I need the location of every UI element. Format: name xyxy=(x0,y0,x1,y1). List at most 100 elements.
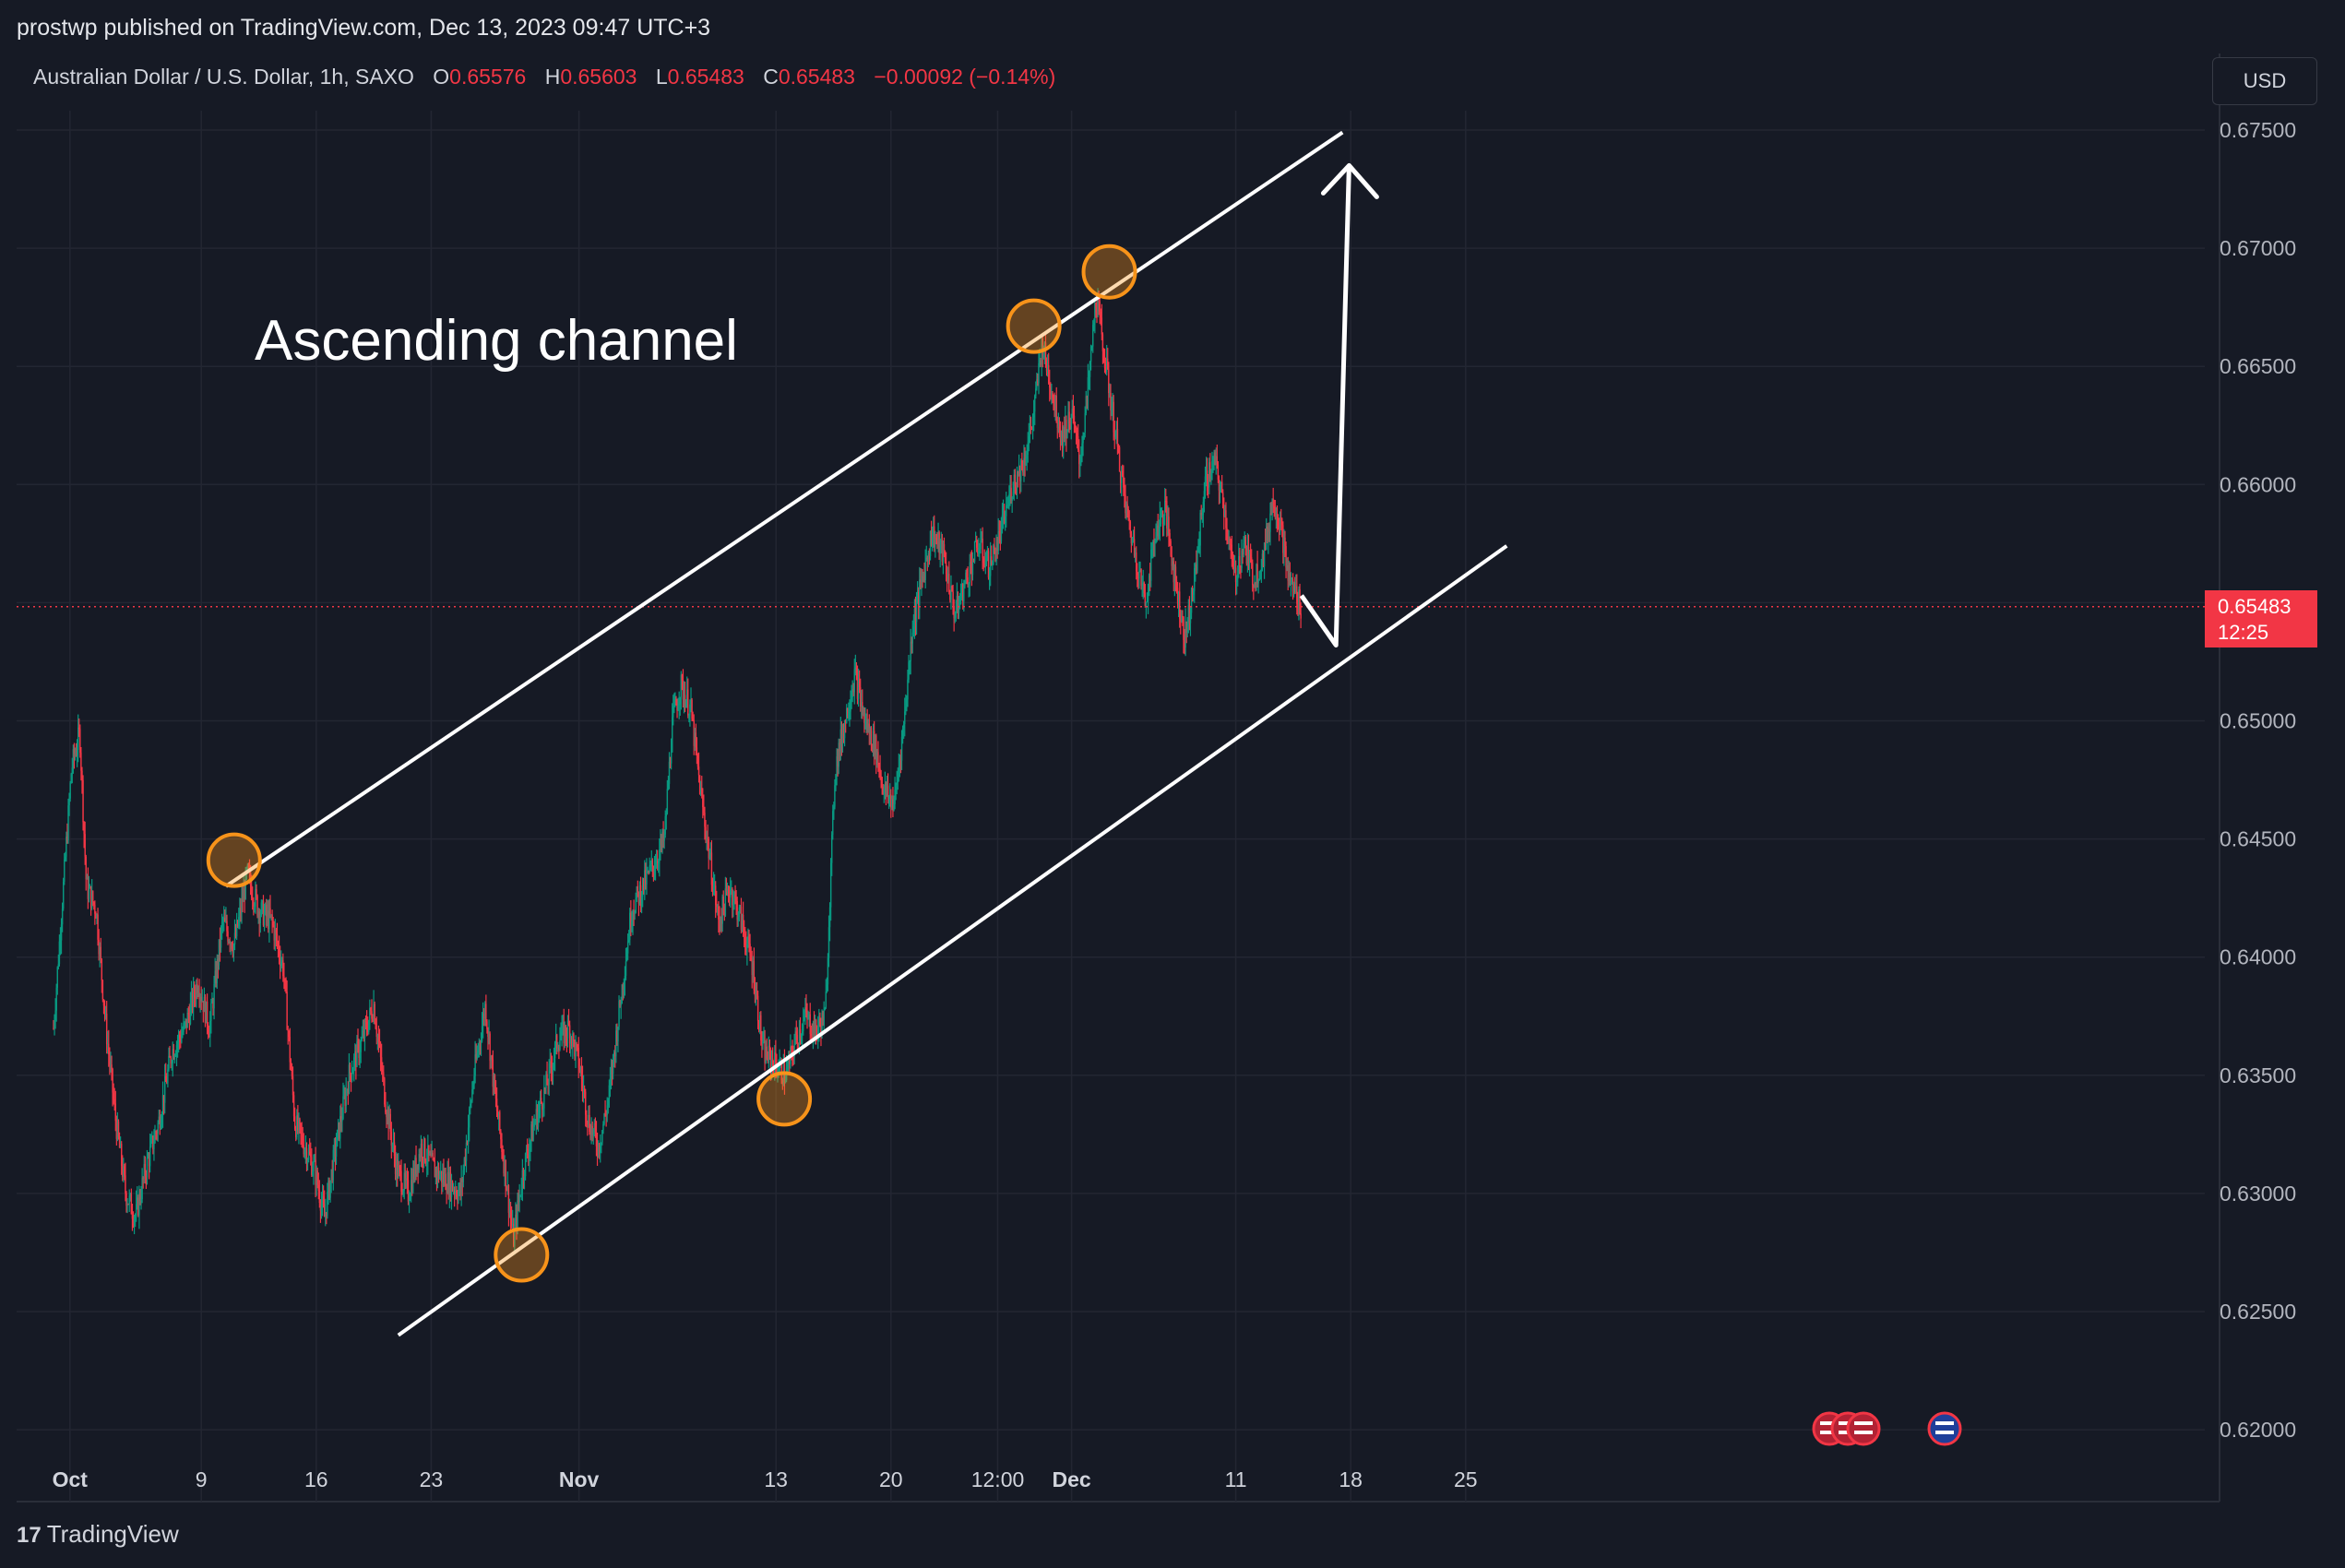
candle-body xyxy=(679,696,681,705)
candle-body xyxy=(1090,346,1093,348)
time-tick-label: 13 xyxy=(764,1467,788,1491)
candle-body xyxy=(228,941,230,943)
candle-body xyxy=(312,1170,314,1175)
candle-body xyxy=(947,574,949,582)
candle-body xyxy=(535,1109,538,1123)
flag-stripe xyxy=(1935,1421,1954,1425)
candle-body xyxy=(53,1028,54,1029)
candle-body xyxy=(751,960,753,976)
candle-body xyxy=(1035,388,1037,397)
candle-body xyxy=(239,908,241,918)
us-flag-icon[interactable] xyxy=(1846,1411,1881,1446)
candle-body xyxy=(356,1041,358,1067)
candle-body xyxy=(237,920,239,927)
candle-body xyxy=(936,540,938,541)
candle-body xyxy=(997,531,999,552)
candle-body xyxy=(927,552,930,559)
candle-body xyxy=(265,905,268,917)
candle-body xyxy=(1235,578,1238,583)
candle-body xyxy=(117,1122,120,1137)
candle-body xyxy=(340,1116,342,1123)
candle-body xyxy=(527,1149,529,1156)
candle-body xyxy=(891,799,893,808)
candle-body xyxy=(1127,508,1129,519)
candle-body xyxy=(217,958,220,966)
ascending-channel-label[interactable]: Ascending channel xyxy=(255,309,738,373)
flag-stripe xyxy=(1854,1421,1873,1425)
candle-body xyxy=(184,1022,185,1024)
candle-body xyxy=(351,1070,354,1075)
candle-body xyxy=(764,1039,766,1063)
candle-body xyxy=(201,1001,203,1003)
candle-body xyxy=(712,885,715,891)
candle-body xyxy=(1084,413,1086,433)
symbol-legend[interactable]: Australian Dollar / U.S. Dollar, 1h, SAX… xyxy=(33,65,1055,89)
candle-body xyxy=(675,699,677,706)
candle-body xyxy=(562,1021,564,1025)
candle-body xyxy=(89,885,91,889)
last-price-tag: 0.65483 12:25 xyxy=(2205,590,2317,647)
candle-body xyxy=(795,1031,797,1036)
candle-body xyxy=(934,538,936,548)
candle-body xyxy=(275,930,278,934)
candle-body xyxy=(1030,425,1032,427)
time-tick-label: 20 xyxy=(879,1467,903,1491)
candle-body xyxy=(1045,360,1048,372)
candle-body xyxy=(215,970,217,984)
candle-body xyxy=(55,987,57,1011)
candle-body xyxy=(804,1007,806,1016)
candle-body xyxy=(235,920,238,937)
candle-body xyxy=(436,1167,439,1179)
candle-body xyxy=(358,1041,360,1059)
candle-body xyxy=(1036,379,1038,389)
candle-body xyxy=(1216,456,1219,465)
candle-body xyxy=(1286,565,1288,568)
candle-body xyxy=(928,552,931,556)
candle-body xyxy=(475,1054,477,1059)
candle-body xyxy=(1189,612,1192,624)
candle-body xyxy=(171,1063,173,1064)
candle-body xyxy=(1179,591,1181,619)
candle-body xyxy=(261,900,264,903)
candle-body xyxy=(938,532,940,554)
candle-body xyxy=(851,689,853,698)
candle-body xyxy=(1111,408,1113,410)
candle-body xyxy=(467,1127,470,1145)
candle-body xyxy=(1252,562,1254,586)
candle-body xyxy=(307,1151,310,1160)
au-flag-icon[interactable] xyxy=(1927,1411,1962,1446)
candle-body xyxy=(1184,621,1186,648)
candle-body xyxy=(486,1021,488,1029)
currency-button[interactable]: USD xyxy=(2212,57,2317,105)
candle-body xyxy=(83,822,85,835)
candle-body xyxy=(1232,568,1235,570)
candle-body xyxy=(260,902,263,916)
tradingview-logo[interactable]: 17 TradingView xyxy=(17,1520,179,1549)
candle-body xyxy=(259,915,261,924)
candle-body xyxy=(241,897,243,914)
candle-body xyxy=(470,1100,472,1104)
candle-body xyxy=(1157,525,1159,537)
time-tick-label: 12:00 xyxy=(971,1467,1025,1491)
candle-body xyxy=(1013,474,1015,493)
candle-body xyxy=(65,837,67,857)
candle-body xyxy=(680,674,683,697)
candle-body xyxy=(1129,521,1132,534)
candle-body xyxy=(375,1022,376,1029)
candle-body xyxy=(929,530,932,556)
candle-body xyxy=(227,931,229,942)
candle-body xyxy=(1173,566,1176,583)
candle-body xyxy=(402,1190,404,1194)
candle-body xyxy=(1209,462,1211,479)
candle-body xyxy=(660,838,661,850)
candle-body xyxy=(744,932,746,945)
candle-body xyxy=(501,1139,503,1152)
time-tick-label: 9 xyxy=(196,1467,208,1491)
candle-body xyxy=(507,1185,510,1213)
candle-body xyxy=(559,1040,561,1051)
candle-body xyxy=(883,789,886,795)
candle-body xyxy=(1299,589,1301,614)
candle-body xyxy=(130,1194,133,1215)
candle-body xyxy=(1208,462,1210,488)
